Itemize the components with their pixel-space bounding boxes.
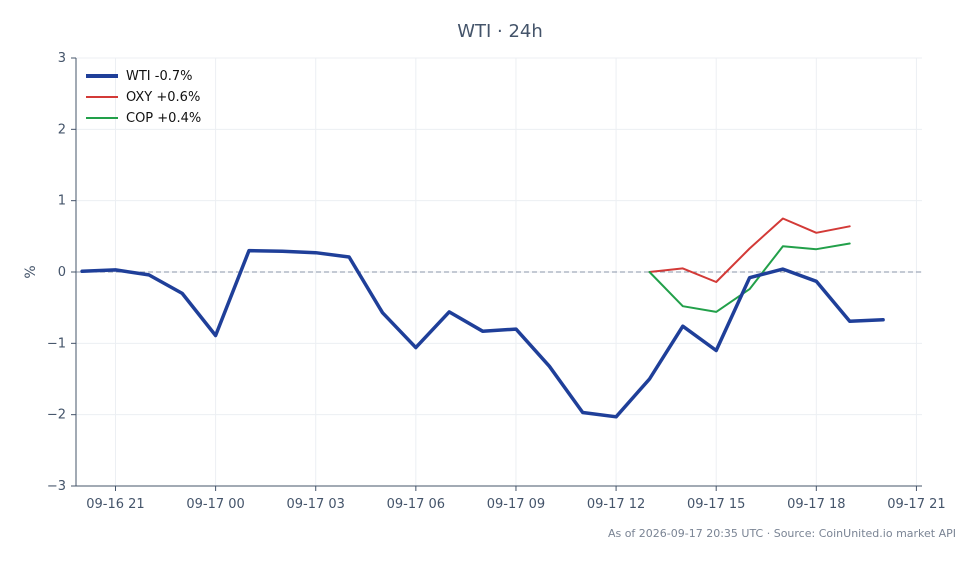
y-tick-label: −1 — [47, 336, 66, 351]
x-tick-label: 09-17 18 — [787, 497, 845, 512]
y-tick-label: −3 — [47, 479, 66, 494]
legend-item-wti: WTI -0.7% — [86, 69, 192, 84]
oxy-series-line — [648, 217, 851, 283]
y-tick-label: 0 — [58, 265, 66, 280]
y-axis-ticks: 3 2 1 0 −1 −2 −3 — [47, 51, 76, 494]
x-tick-label: 09-17 09 — [487, 497, 545, 512]
x-tick-label: 09-17 00 — [186, 497, 244, 512]
data-source-footer: As of 2026-09-17 20:35 UTC · Source: Coi… — [608, 527, 956, 540]
legend-item-cop: COP +0.4% — [86, 111, 201, 126]
y-tick-label: 1 — [58, 194, 66, 209]
chart-title: WTI · 24h — [457, 21, 543, 42]
legend: WTI -0.7% OXY +0.6% COP +0.4% — [86, 69, 201, 126]
legend-item-oxy: OXY +0.6% — [86, 90, 200, 105]
x-tick-label: 09-17 12 — [587, 497, 645, 512]
cop-series-line — [648, 242, 851, 313]
y-tick-label: −2 — [47, 408, 66, 423]
series-layer — [80, 217, 885, 419]
y-tick-label: 2 — [58, 122, 66, 137]
wti-series-line — [80, 248, 885, 419]
x-tick-label: 09-17 15 — [687, 497, 745, 512]
x-tick-label: 09-17 06 — [387, 497, 445, 512]
x-tick-label: 09-17 03 — [287, 497, 345, 512]
y-tick-label: 3 — [58, 51, 66, 66]
y-axis-label: % — [23, 265, 39, 278]
legend-label-cop: COP +0.4% — [126, 111, 201, 126]
legend-label-wti: WTI -0.7% — [126, 69, 192, 84]
legend-label-oxy: OXY +0.6% — [126, 90, 200, 105]
x-axis-ticks: 09-16 21 09-17 00 09-17 03 09-17 06 09-17 09… — [86, 486, 946, 512]
x-tick-label: 09-16 21 — [86, 497, 144, 512]
x-tick-label: 09-17 21 — [887, 497, 945, 512]
